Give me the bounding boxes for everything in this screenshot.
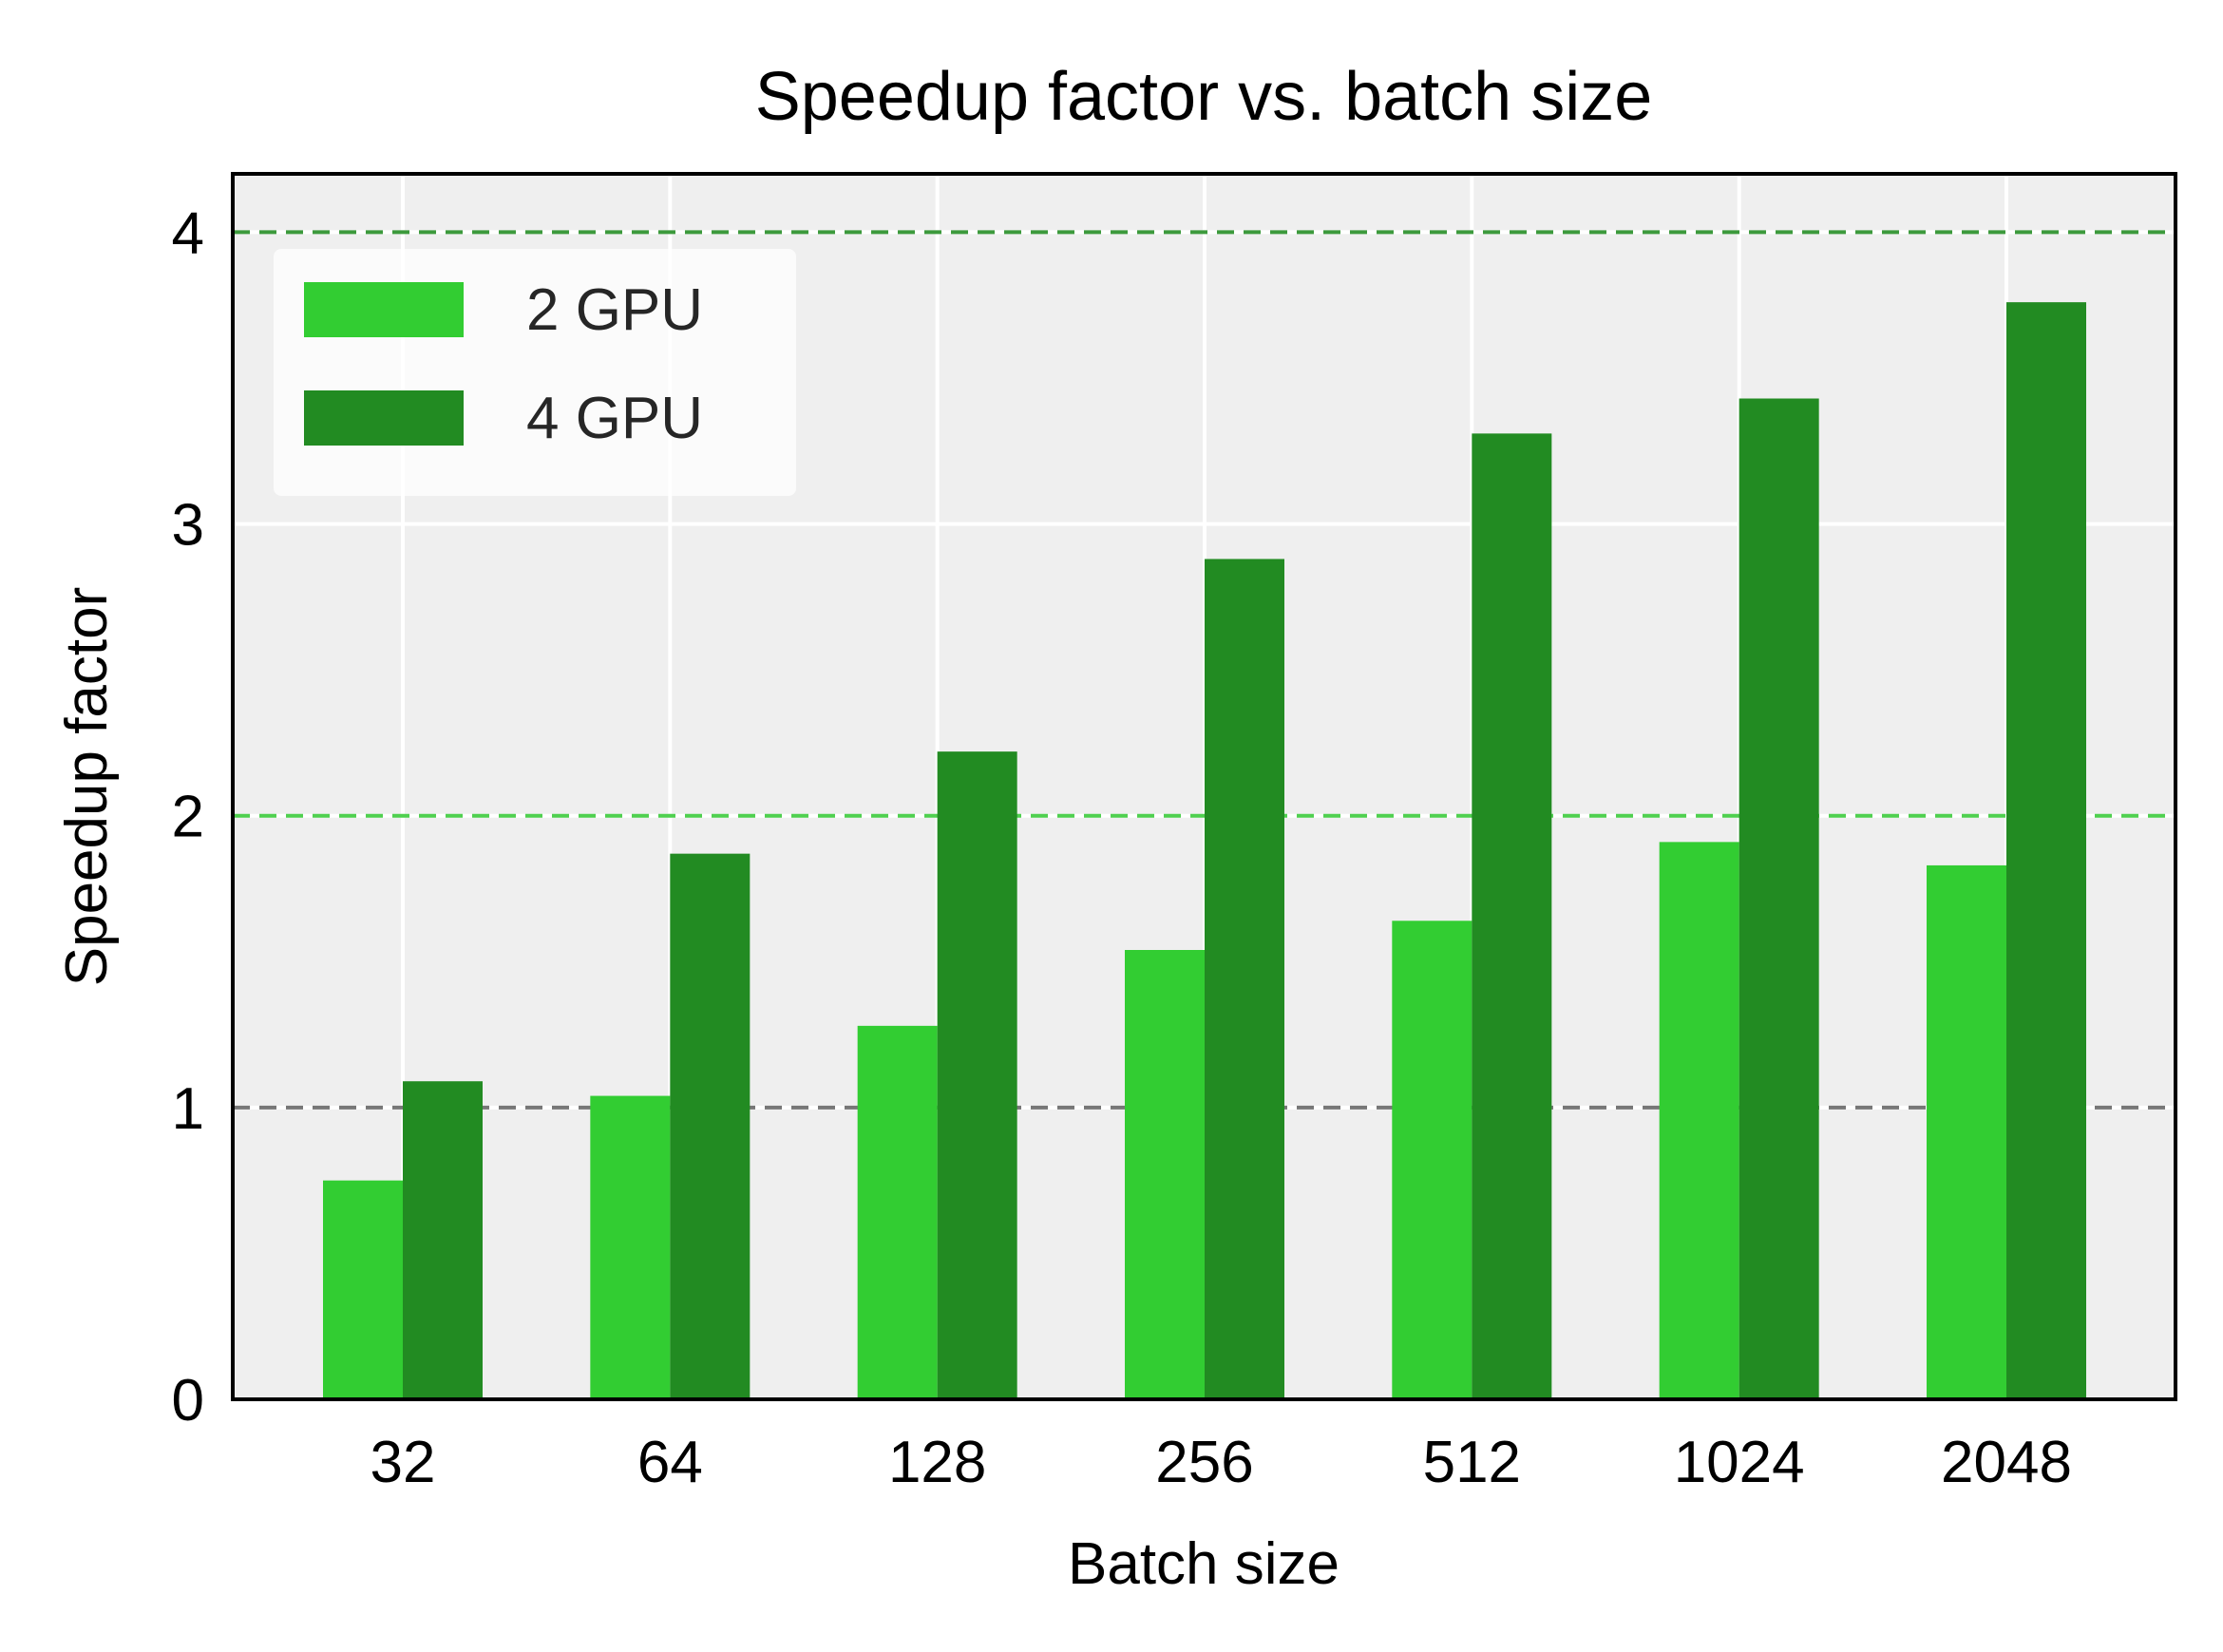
x-tick-label-32: 32 bbox=[370, 1430, 436, 1495]
bar-2-64 bbox=[670, 853, 750, 1399]
bar-2-2048 bbox=[2006, 302, 2086, 1400]
x-tick-label-256: 256 bbox=[1155, 1430, 1253, 1495]
legend-swatch-1 bbox=[304, 282, 464, 337]
bar-2-1024 bbox=[1738, 398, 1819, 1399]
x-tick-label-512: 512 bbox=[1423, 1430, 1521, 1495]
bar-1-32 bbox=[323, 1180, 403, 1399]
chart-title: Speedup factor vs. batch size bbox=[755, 59, 1653, 135]
y-tick-label-3: 3 bbox=[172, 493, 204, 559]
y-tick-label-2: 2 bbox=[172, 785, 204, 850]
y-axis-label: Speedup factor bbox=[54, 587, 120, 987]
bar-2-512 bbox=[1472, 433, 1552, 1399]
x-tick-label-64: 64 bbox=[637, 1430, 703, 1495]
bar-2-256 bbox=[1205, 559, 1284, 1399]
x-axis-label: Batch size bbox=[1068, 1531, 1340, 1597]
y-tick-label-4: 4 bbox=[172, 200, 204, 266]
bar-2-128 bbox=[937, 751, 1017, 1399]
bars bbox=[323, 302, 2086, 1400]
bar-1-512 bbox=[1392, 921, 1472, 1399]
legend-label-2: 4 GPU bbox=[526, 386, 703, 451]
y-tick-label-0: 0 bbox=[172, 1368, 204, 1434]
bar-1-2048 bbox=[1927, 864, 2006, 1399]
legend: 2 GPU 4 GPU bbox=[274, 249, 796, 496]
bar-1-256 bbox=[1125, 950, 1205, 1399]
bar-1-64 bbox=[590, 1095, 671, 1399]
legend-swatch-2 bbox=[304, 390, 464, 446]
plot-frame bbox=[231, 172, 2177, 1401]
x-tick-label-2048: 2048 bbox=[1941, 1430, 2072, 1495]
bar-1-1024 bbox=[1659, 842, 1739, 1399]
x-tick-label-128: 128 bbox=[888, 1430, 986, 1495]
bar-1-128 bbox=[857, 1025, 938, 1399]
y-axis-ticks: 0 1 2 3 4 bbox=[172, 200, 204, 1434]
bar-2-32 bbox=[403, 1081, 483, 1399]
x-tick-label-1024: 1024 bbox=[1674, 1430, 1805, 1495]
y-tick-label-1: 1 bbox=[172, 1076, 204, 1142]
x-axis-ticks: 32 64 128 256 512 1024 2048 bbox=[370, 1430, 2072, 1495]
legend-label-1: 2 GPU bbox=[526, 277, 703, 343]
